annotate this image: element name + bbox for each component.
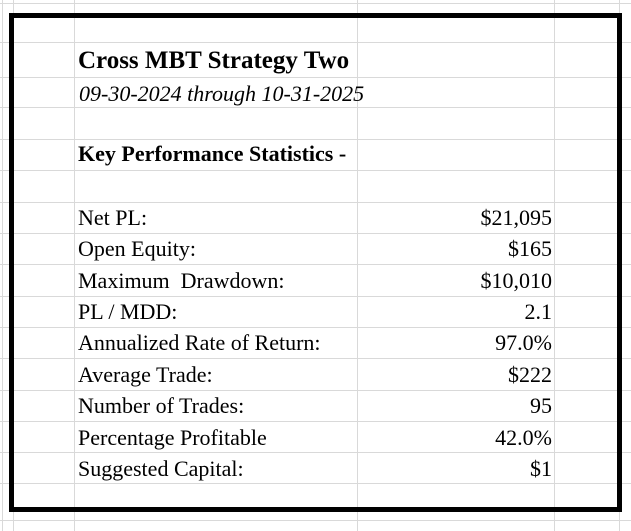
stat-label: Annualized Rate of Return:	[78, 330, 321, 356]
stat-value: 2.1	[524, 299, 553, 325]
gridline-horizontal	[0, 452, 631, 453]
stat-row-net-pl: Net PL: $21,095	[78, 202, 552, 233]
gridline-horizontal	[0, 327, 631, 328]
gridline-horizontal	[0, 358, 631, 359]
stat-row-maximum-drawdown: Maximum Drawdown: $10,010	[78, 265, 552, 296]
gridline-horizontal	[0, 3, 631, 4]
stat-value: $222	[508, 361, 552, 387]
gridline-horizontal	[0, 233, 631, 234]
section-header: Key Performance Statistics -	[78, 141, 347, 166]
stat-value: $21,095	[480, 204, 553, 230]
stat-label: Net PL:	[78, 204, 148, 230]
stat-value: 97.0%	[495, 330, 552, 356]
gridline-horizontal	[0, 483, 631, 484]
stat-value: 42.0%	[495, 424, 552, 450]
stat-row-percentage-profitable: Percentage Profitable 42.0%	[78, 422, 552, 453]
stat-label: PL / MDD:	[78, 299, 178, 325]
stat-label: Percentage Profitable	[78, 424, 267, 450]
stat-value: 95	[530, 393, 552, 419]
gridline-horizontal	[0, 202, 631, 203]
report-date-range: 09-30-2024 through 10-31-2025	[79, 81, 365, 106]
gridline-horizontal	[0, 421, 631, 422]
report-title: Cross MBT Strategy Two	[78, 47, 350, 74]
gridline-horizontal	[0, 170, 631, 171]
stat-label: Open Equity:	[78, 236, 196, 262]
gridline-vertical	[74, 0, 75, 531]
stat-label: Maximum Drawdown:	[78, 267, 285, 293]
gridline-horizontal	[0, 520, 631, 521]
gridline-horizontal	[0, 107, 631, 108]
stat-row-pl-mdd: PL / MDD: 2.1	[78, 296, 552, 327]
gridline-horizontal	[0, 42, 631, 43]
stat-label: Suggested Capital:	[78, 456, 244, 482]
stat-row-suggested-capital: Suggested Capital: $1	[78, 454, 552, 485]
stat-value: $165	[508, 236, 552, 262]
stat-row-average-trade: Average Trade: $222	[78, 359, 552, 390]
stat-label: Average Trade:	[78, 361, 213, 387]
report-border-box	[9, 13, 622, 512]
gridline-vertical	[554, 0, 555, 531]
stat-value: $1	[530, 456, 552, 482]
gridline-vertical	[2, 0, 3, 531]
gridline-horizontal	[0, 139, 631, 140]
stat-label: Number of Trades:	[78, 393, 245, 419]
stat-row-open-equity: Open Equity: $165	[78, 233, 552, 264]
gridline-vertical	[357, 0, 358, 531]
gridline-horizontal	[0, 264, 631, 265]
stat-row-number-of-trades: Number of Trades: 95	[78, 391, 552, 422]
stat-value: $10,010	[480, 267, 553, 293]
stats-table: Net PL: $21,095 Open Equity: $165 Maximu…	[78, 202, 552, 485]
gridline-horizontal	[0, 390, 631, 391]
stat-row-annualized-rate-of-return: Annualized Rate of Return: 97.0%	[78, 328, 552, 359]
gridline-horizontal	[0, 77, 631, 78]
gridline-horizontal	[0, 296, 631, 297]
